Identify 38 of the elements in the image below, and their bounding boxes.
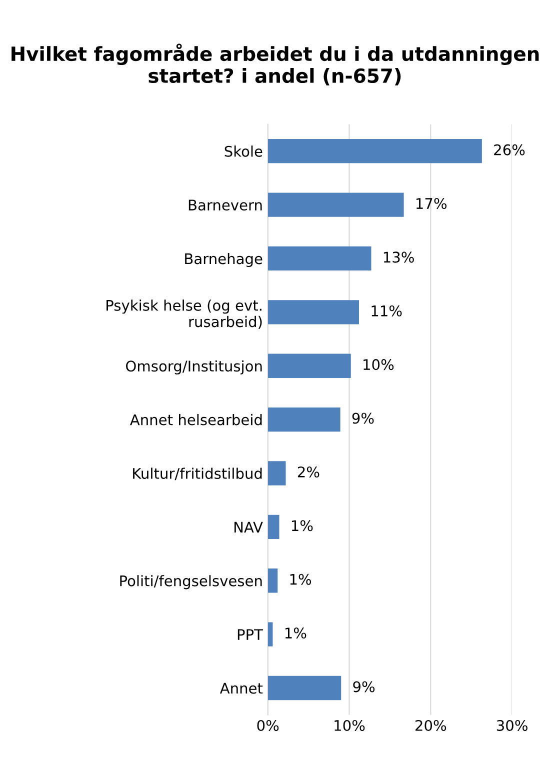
data-label: 26% bbox=[494, 144, 525, 156]
x-tick-label: 20% bbox=[416, 720, 446, 731]
y-tick-label: Psykisk helse (og evt. rusarbeid) bbox=[106, 300, 262, 329]
x-tick-label: 30% bbox=[496, 720, 528, 731]
bar bbox=[268, 246, 372, 271]
y-tick-label: Annet helsearbeid bbox=[130, 414, 262, 426]
data-label: 2% bbox=[298, 466, 320, 478]
bar bbox=[268, 192, 404, 217]
y-tick-label: Skole bbox=[224, 146, 262, 157]
y-tick-label: Annet bbox=[220, 682, 263, 694]
data-label: 9% bbox=[353, 681, 375, 692]
bar bbox=[268, 622, 273, 646]
bar bbox=[268, 354, 351, 378]
y-tick-label: Barnevern bbox=[188, 200, 262, 211]
data-label: 9% bbox=[352, 412, 374, 424]
data-label: 1% bbox=[290, 574, 312, 585]
bar bbox=[268, 300, 360, 324]
bar bbox=[268, 139, 482, 164]
data-label: 10% bbox=[364, 359, 394, 370]
y-tick-label: NAV bbox=[234, 522, 263, 532]
bar bbox=[268, 568, 278, 593]
x-tick-label: 0% bbox=[257, 720, 279, 731]
data-label: 11% bbox=[372, 305, 402, 316]
chart-title: Hvilket fagområde arbeidet du i da utdanningen startet? i andel (n-657) bbox=[12, 44, 539, 86]
data-label: 13% bbox=[384, 252, 414, 263]
bar bbox=[268, 676, 342, 700]
y-tick-label: Politi/fengselsvesen bbox=[120, 575, 262, 590]
y-tick-label: PPT bbox=[238, 629, 264, 640]
data-label: 17% bbox=[416, 198, 447, 210]
bar bbox=[268, 514, 280, 540]
bar bbox=[268, 461, 286, 486]
y-tick-label: Omsorg/Institusjon bbox=[126, 360, 262, 374]
data-label: 1% bbox=[285, 628, 306, 639]
data-label: 1% bbox=[292, 520, 313, 532]
bar bbox=[268, 407, 340, 432]
y-tick-label: Kultur/fritidstilbud bbox=[133, 468, 262, 480]
y-tick-label: Barnehage bbox=[185, 252, 262, 268]
x-tick-label: 10% bbox=[334, 720, 365, 731]
